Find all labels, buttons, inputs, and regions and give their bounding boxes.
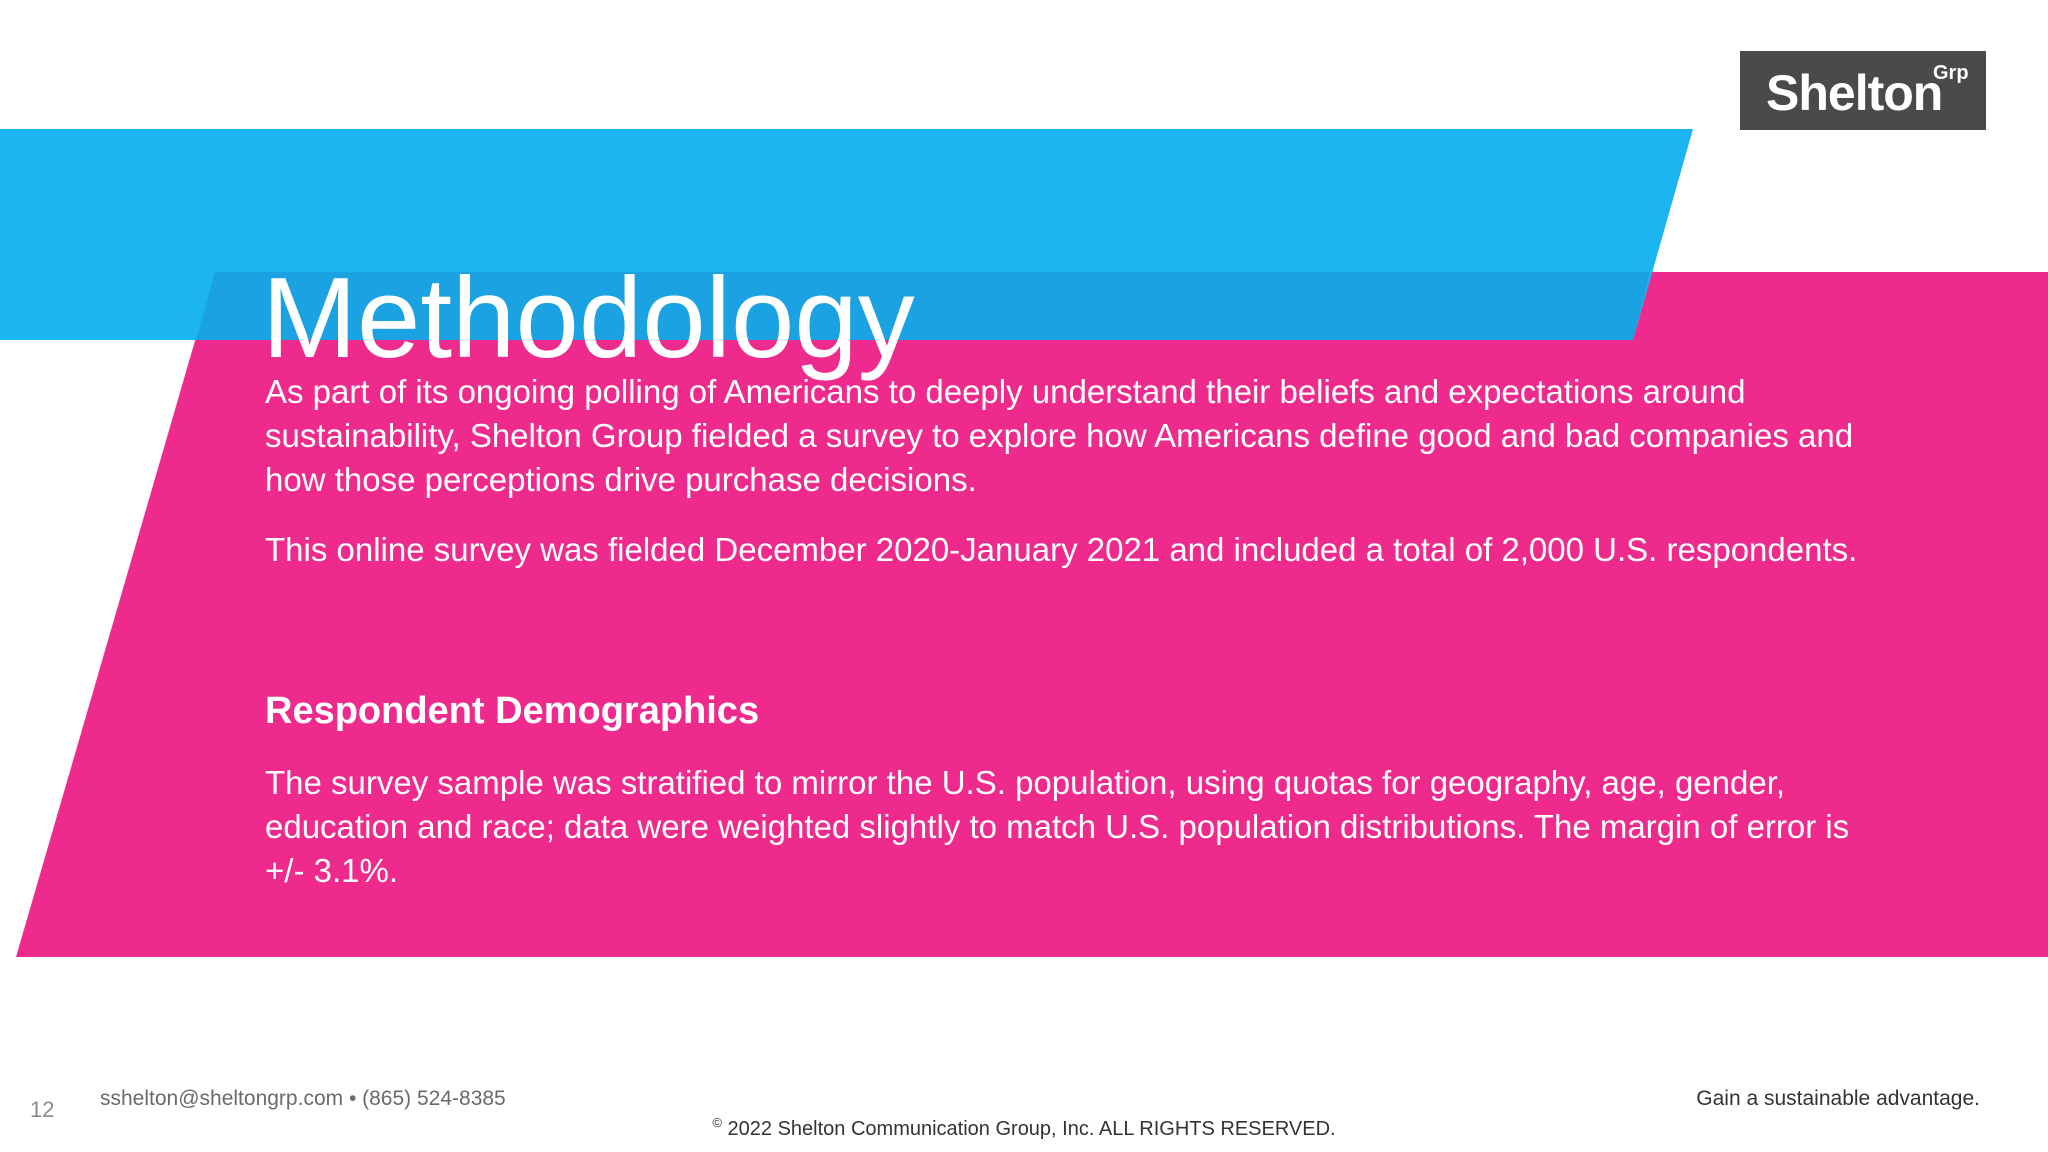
demographics-paragraph: The survey sample was stratified to mirr… bbox=[265, 764, 1850, 889]
copyright-text: 2022 Shelton Communication Group, Inc. A… bbox=[727, 1118, 1336, 1140]
banner-overlap bbox=[196, 272, 1650, 340]
shelton-grp-logo: Shelton Grp bbox=[1740, 51, 1986, 130]
intro-paragraph: As part of its ongoing polling of Americ… bbox=[265, 373, 1854, 498]
copyright-symbol: © bbox=[712, 1115, 722, 1130]
copyright-notice: © 2022 Shelton Communication Group, Inc.… bbox=[0, 1116, 2048, 1142]
slide-title: Methodology bbox=[262, 255, 915, 383]
page-number: 12 bbox=[30, 1097, 55, 1122]
contact-info: sshelton@sheltongrp.com • (865) 524-8385 bbox=[100, 1087, 506, 1110]
logo-wordmark: Shelton bbox=[1766, 65, 1943, 121]
demographics-heading: Respondent Demographics bbox=[265, 690, 760, 732]
magenta-parallelogram bbox=[16, 272, 2048, 957]
survey-dates-paragraph: This online survey was fielded December … bbox=[265, 531, 1858, 568]
logo-superscript: Grp bbox=[1933, 62, 1969, 84]
tagline: Gain a sustainable advantage. bbox=[1696, 1087, 1980, 1110]
